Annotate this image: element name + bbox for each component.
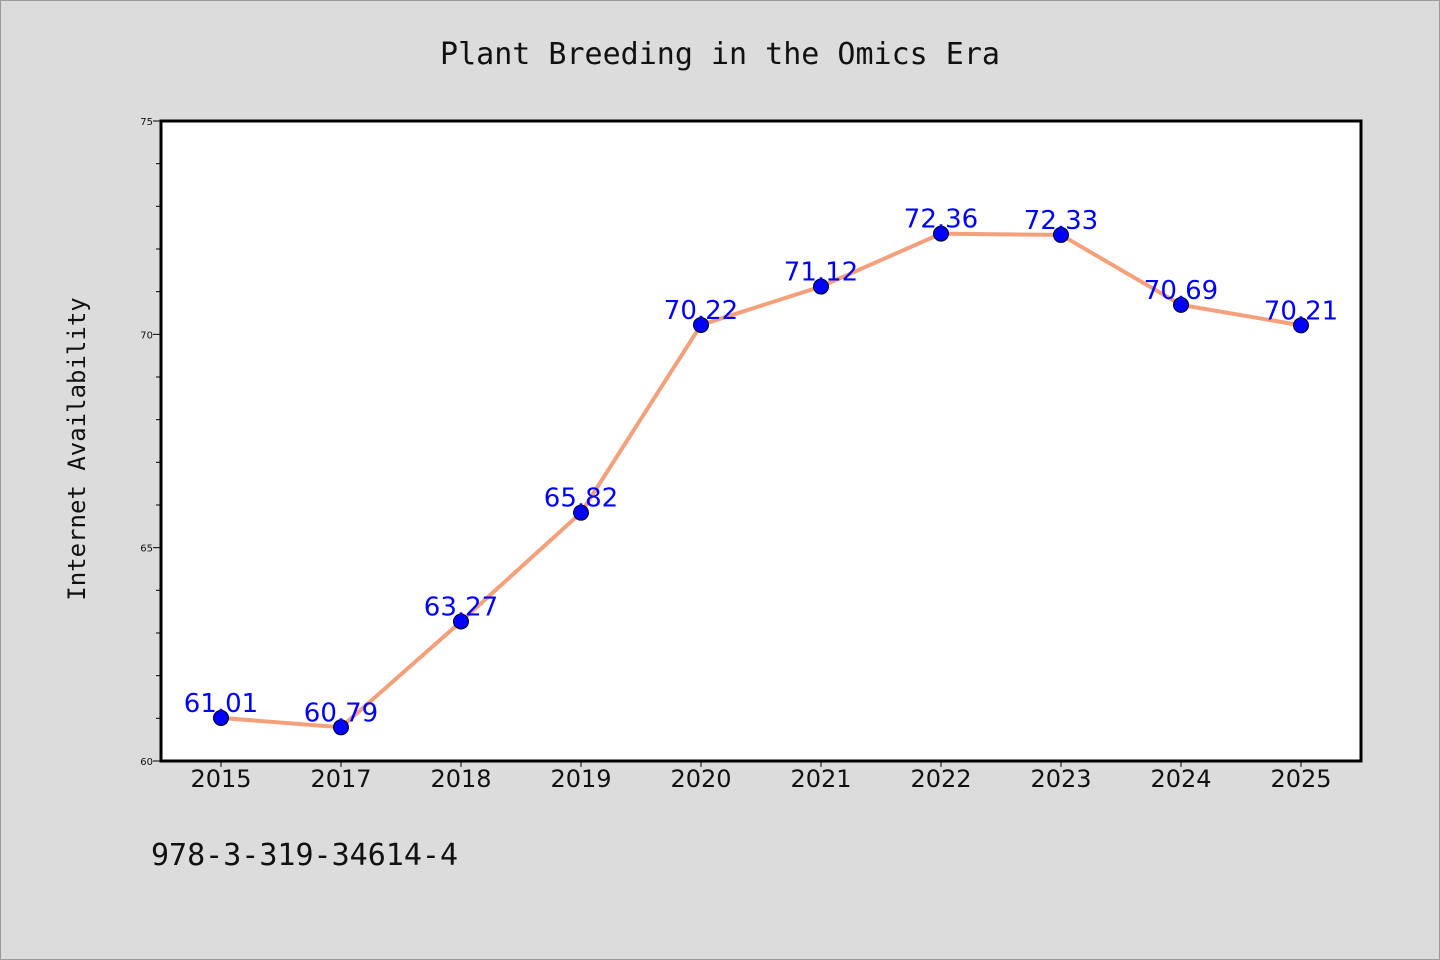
x-tick-label: 2022	[910, 765, 971, 793]
data-label: 72.36	[904, 205, 978, 235]
data-point	[1293, 317, 1309, 334]
chart-title: Plant Breeding in the Omics Era	[440, 37, 1000, 72]
data-point	[453, 613, 469, 630]
data-label: 72.33	[1024, 206, 1098, 236]
x-tick-label: 2015	[190, 765, 251, 793]
data-label: 60.79	[304, 698, 378, 728]
x-tick-label: 2024	[1150, 765, 1211, 793]
data-point	[333, 719, 349, 736]
x-tick-label: 2018	[430, 765, 491, 793]
isbn-footer: 978-3-319-34614-4	[151, 838, 458, 873]
x-tick-label: 2020	[670, 765, 731, 793]
x-tick-label: 2017	[310, 765, 371, 793]
data-point	[813, 278, 829, 295]
data-label: 71.12	[784, 258, 858, 288]
data-label: 63.27	[424, 592, 498, 622]
data-point	[213, 709, 229, 726]
plot-area	[161, 121, 1361, 761]
marker-layer	[213, 225, 1309, 736]
y-tick-label: 70	[140, 330, 153, 341]
y-tick-label: 65	[140, 544, 153, 555]
data-point	[1173, 296, 1189, 313]
x-tick-label: 2019	[550, 765, 611, 793]
series-line	[219, 231, 1303, 730]
data-point	[933, 225, 949, 242]
x-tick-label: 2021	[790, 765, 851, 793]
data-point	[1053, 226, 1069, 243]
axes: 60 65 70 75 2015 2017 2018 2019 2020 2021 2022 2023…	[140, 117, 1331, 793]
y-axis-label: Internet Availability	[63, 297, 91, 600]
plot-border	[159, 119, 1363, 763]
data-point	[693, 316, 709, 333]
x-tick-label: 2025	[1270, 765, 1331, 793]
y-tick-label: 60	[140, 757, 153, 768]
data-label: 61.01	[184, 689, 258, 719]
series-line-layer	[219, 231, 1303, 730]
y-tick-label: 75	[140, 117, 153, 128]
data-label-layer: 61.01 60.79 63.27 65.82 70.22 71.12 72.36 72.33…	[184, 205, 1338, 729]
x-tick-label: 2023	[1030, 765, 1091, 793]
data-label: 70.21	[1264, 296, 1338, 326]
data-point	[573, 504, 589, 521]
data-label: 65.82	[544, 484, 618, 514]
data-label: 70.69	[1144, 276, 1218, 306]
data-label: 70.22	[664, 296, 738, 326]
